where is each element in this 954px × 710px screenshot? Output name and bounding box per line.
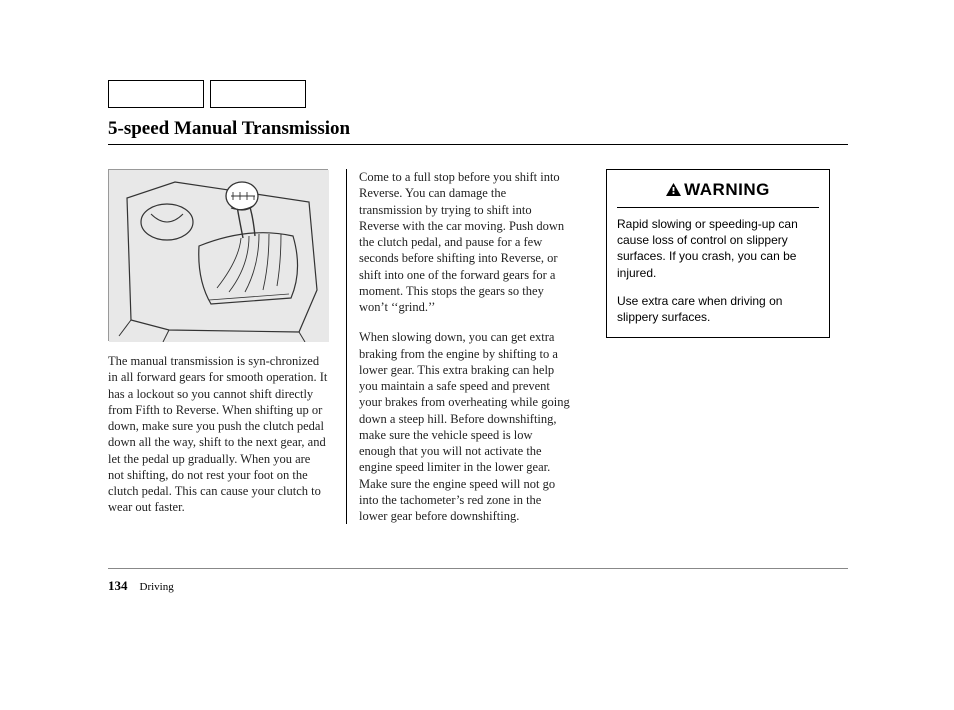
page-number: 134: [108, 578, 128, 593]
header-box-1: [108, 80, 204, 108]
alert-triangle-icon: [666, 181, 681, 201]
warning-box: WARNING Rapid slowing or speeding-up can…: [606, 169, 830, 338]
warning-text-1: Rapid slowing or speeding-up can cause l…: [617, 216, 819, 281]
col1-para1: The manual transmission is syn-chronized…: [108, 353, 328, 516]
warning-text-2: Use extra care when driving on slippery …: [617, 293, 819, 325]
col2-para2: When slowing down, you can get extra bra…: [359, 329, 570, 524]
header-box-2: [210, 80, 306, 108]
section-label: Driving: [140, 581, 174, 593]
column-3: WARNING Rapid slowing or speeding-up can…: [588, 169, 842, 524]
title-rule: [108, 144, 848, 145]
column-2: Come to a full stop before you shift int…: [346, 169, 588, 524]
warning-label: WARNING: [684, 180, 770, 199]
columns-wrapper: The manual transmission is syn-chronized…: [108, 169, 848, 524]
shifter-svg: [109, 170, 329, 342]
gear-shift-illustration: [108, 169, 328, 341]
page-title: 5-speed Manual Transmission: [108, 118, 848, 140]
page-footer: 134 Driving: [108, 568, 848, 595]
col2-para1: Come to a full stop before you shift int…: [359, 169, 570, 315]
column-1: The manual transmission is syn-chronized…: [108, 169, 346, 524]
warning-header: WARNING: [617, 180, 819, 208]
header-boxes-row: [108, 80, 848, 108]
page-content: 5-speed Manual Transmission: [108, 80, 848, 524]
